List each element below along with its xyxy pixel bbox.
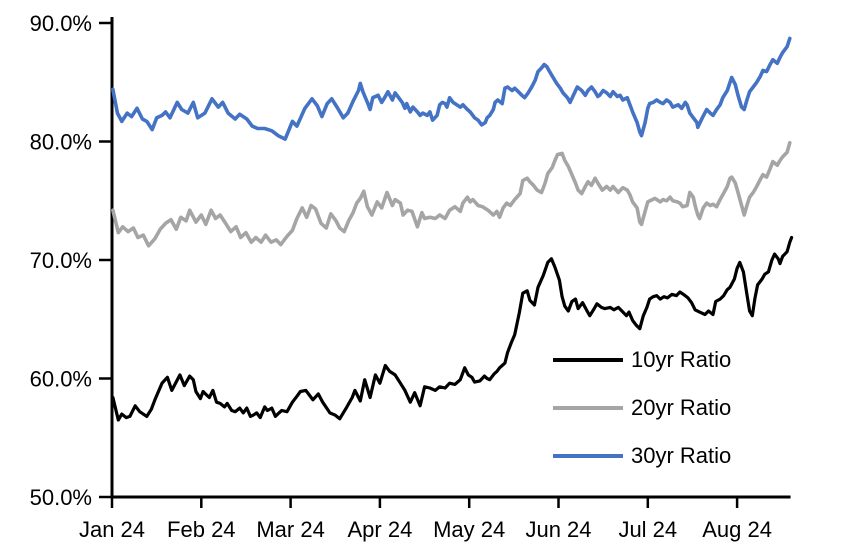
x-axis-tick-label: May 24 <box>433 517 505 542</box>
legend-line-sample <box>553 358 623 362</box>
x-axis-tick-label: Jul 24 <box>618 517 677 542</box>
x-axis-tick-label: Mar 24 <box>256 517 324 542</box>
legend-line-sample <box>553 454 623 458</box>
x-axis-tick-label: Jun 24 <box>525 517 591 542</box>
y-axis-tick-label: 90.0% <box>30 11 92 36</box>
legend-line-sample <box>553 406 623 410</box>
legend-item-10yr-ratio: 10yr Ratio <box>553 336 731 384</box>
legend-label: 20yr Ratio <box>631 395 732 420</box>
legend-item-20yr-ratio: 20yr Ratio <box>553 384 731 432</box>
series-line-20yr-ratio <box>111 140 792 248</box>
x-axis-tick-label: Aug 24 <box>702 517 772 542</box>
y-axis-tick-label: 70.0% <box>30 248 92 273</box>
series-line-10yr-ratio <box>111 235 794 422</box>
series-line-30yr-ratio <box>111 36 792 141</box>
x-axis-tick-label: Jan 24 <box>79 517 145 542</box>
y-axis-tick-label: 50.0% <box>30 485 92 510</box>
legend-label: 30yr Ratio <box>631 443 732 468</box>
chart-legend: 10yr Ratio 20yr Ratio 30yr Ratio <box>553 336 731 480</box>
x-axis-tick-label: Apr 24 <box>347 517 412 542</box>
y-axis-tick-label: 60.0% <box>30 367 92 392</box>
y-axis-tick-label: 80.0% <box>30 130 92 155</box>
x-axis-tick-label: Feb 24 <box>167 517 236 542</box>
legend-item-30yr-ratio: 30yr Ratio <box>553 432 731 480</box>
legend-label: 10yr Ratio <box>631 347 732 372</box>
